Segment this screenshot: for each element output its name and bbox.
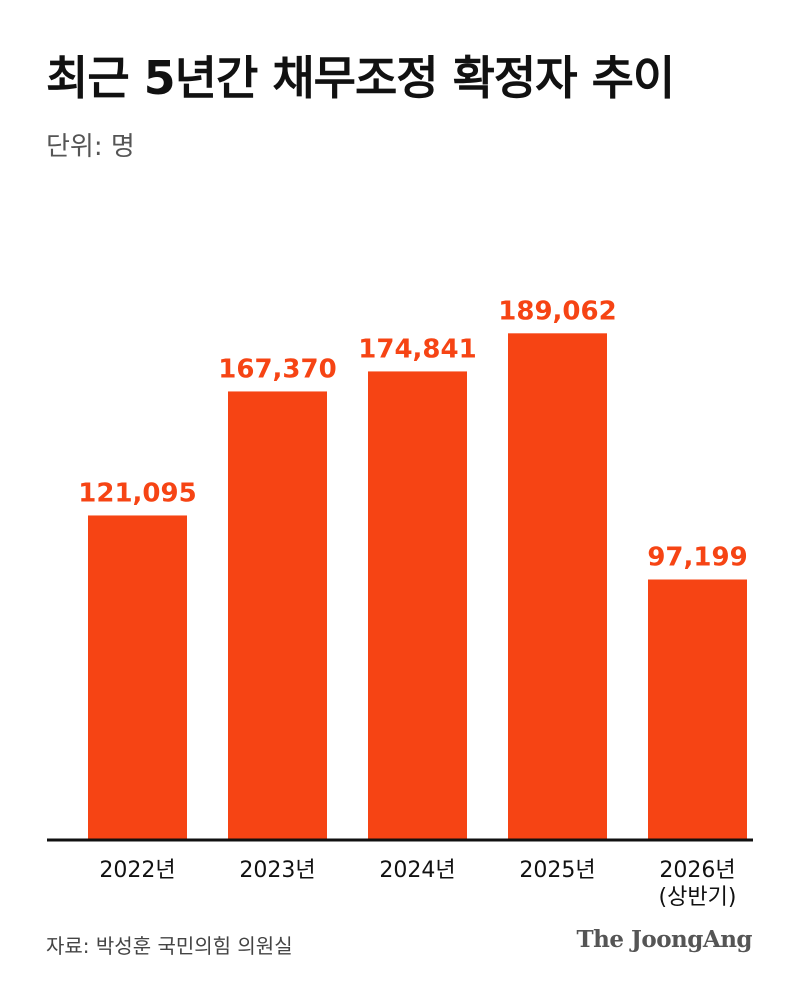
bar-chart: 121,095 2022년 167,370 2023년 174,841 2024년 189,… [47, 296, 753, 910]
value-label-4: 97,199 [647, 543, 747, 573]
category-label-3: 2025년 [519, 858, 595, 883]
category-label-4-line-1: (상반기) [659, 885, 737, 910]
category-label-0: 2022년 [99, 858, 175, 883]
publisher-logo: The JoongAng [576, 926, 753, 953]
source-note: 자료: 박성훈 국민의힘 의원실 [46, 934, 293, 958]
value-label-0: 121,095 [78, 478, 196, 508]
category-label-4-line-0: 2026년 [659, 858, 735, 883]
bar-3 [508, 333, 607, 840]
bar-2 [368, 371, 467, 840]
value-label-1: 167,370 [218, 354, 336, 384]
bar-1 [228, 391, 327, 840]
bar-0 [88, 515, 187, 840]
unit-label: 단위: 명 [46, 132, 135, 162]
value-label-3: 189,062 [498, 296, 616, 326]
chart-title: 최근 5년간 채무조정 확정자 추이 [46, 51, 675, 105]
bar-4 [648, 579, 747, 840]
value-label-2: 174,841 [358, 334, 476, 364]
category-label-1: 2023년 [239, 858, 315, 883]
category-label-2: 2024년 [379, 858, 455, 883]
